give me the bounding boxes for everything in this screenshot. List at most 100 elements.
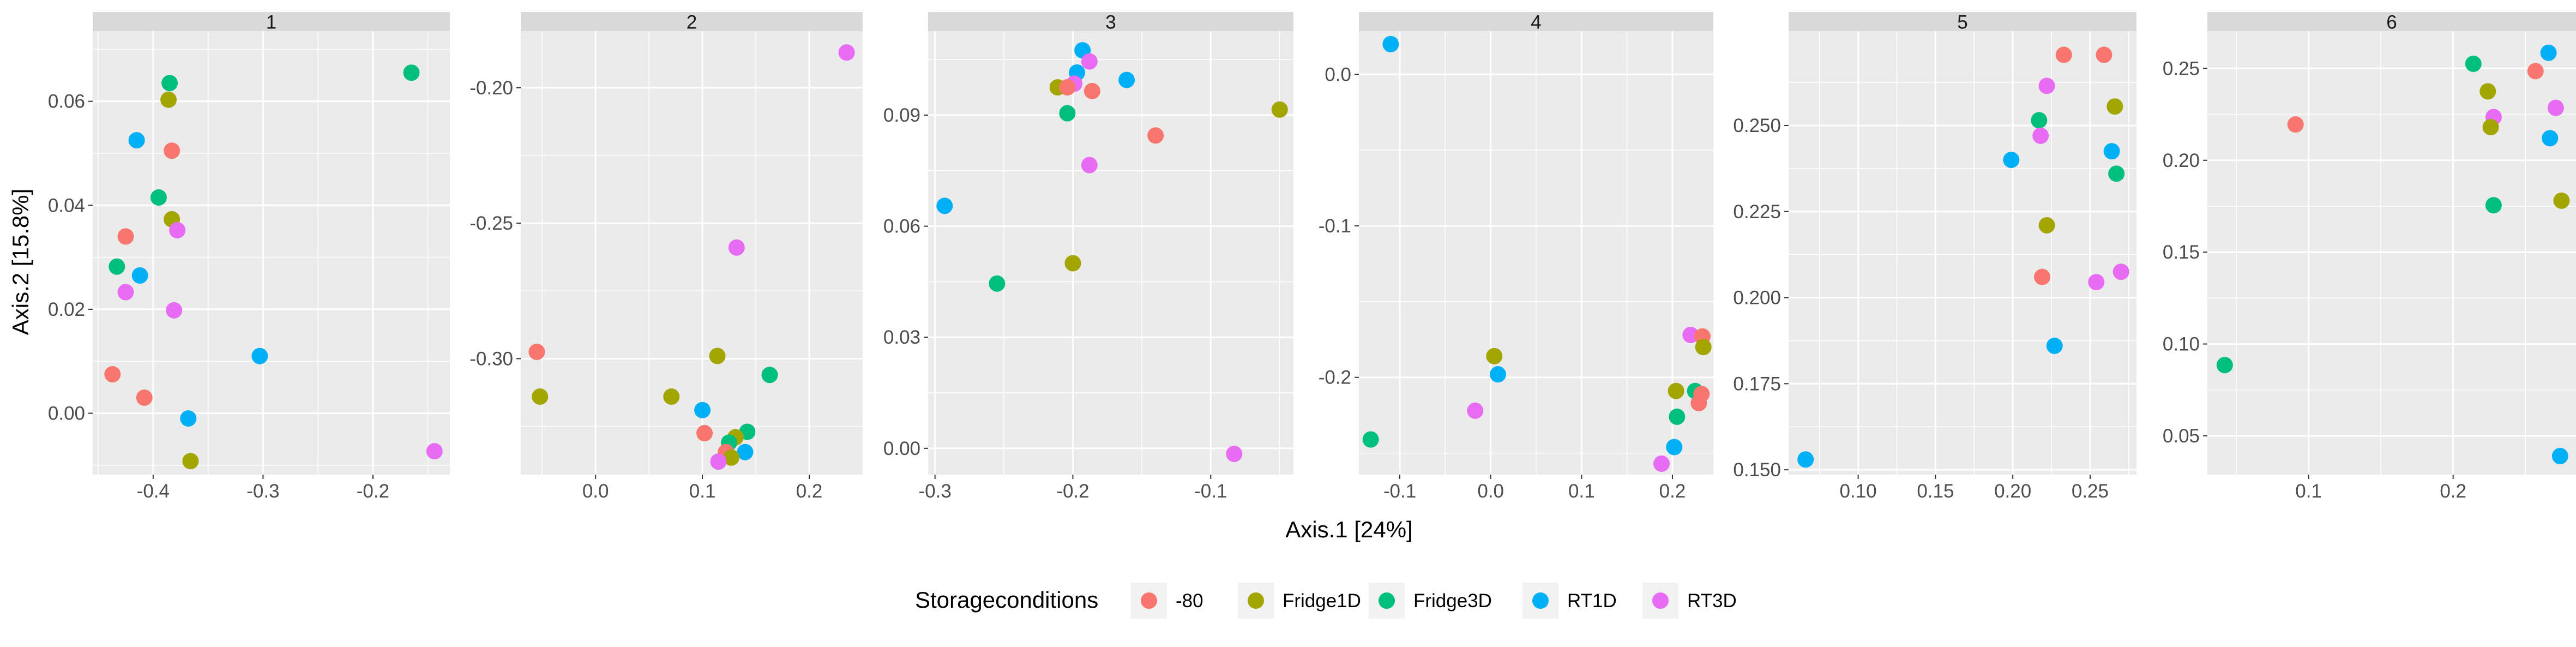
y-axis-label: Axis.2 [15.8%] — [8, 189, 33, 335]
y-tick-label: 0.150 — [1733, 459, 1781, 481]
legend-marker — [1248, 592, 1264, 609]
data-point-fridge1d — [2106, 98, 2123, 115]
data-point-rt1d — [251, 348, 268, 364]
data-point-fridge1d — [1486, 348, 1503, 364]
x-tick-label: -0.1 — [1194, 481, 1227, 502]
data-point-80 — [104, 366, 121, 383]
data-point-80 — [2527, 63, 2544, 80]
facet-strip — [521, 12, 863, 31]
data-point-80 — [1059, 79, 1076, 96]
data-point-fridge1d — [2553, 192, 2570, 209]
data-point-rt1d — [1382, 35, 1399, 52]
data-point-fridge1d — [1064, 255, 1081, 272]
x-tick-label: -0.1 — [1383, 481, 1416, 502]
data-point-80 — [696, 425, 713, 442]
data-point-fridge1d — [160, 91, 177, 108]
data-point-80 — [528, 344, 545, 361]
x-tick-label: 0.2 — [2440, 481, 2466, 502]
data-point-rt1d — [1666, 439, 1683, 456]
data-point-fridge3d — [403, 64, 420, 81]
y-tick-label: -0.1 — [1319, 215, 1351, 237]
legend: Storageconditions -80 Fridge1D Fridge3D RT1… — [915, 583, 1737, 619]
legend-marker — [1532, 592, 1549, 609]
y-tick-label: 0.05 — [2163, 426, 2200, 447]
data-point-rt1d — [936, 197, 953, 214]
y-tick-label: 0.10 — [2163, 334, 2200, 355]
legend-label: Fridge3D — [1413, 590, 1492, 612]
facet-panel-4: 4 -0.1 0.0 0.1 0.2 -0.2 -0.1 0.0 — [1319, 12, 1713, 502]
x-tick-label: 0.25 — [2072, 481, 2109, 502]
data-point-80 — [2096, 46, 2112, 63]
data-point-rt3d — [1081, 53, 1098, 70]
facet-strip — [93, 12, 450, 31]
data-point-rt3d — [169, 222, 186, 239]
y-tick-label: 0.00 — [883, 438, 920, 459]
x-tick-label: 0.1 — [689, 481, 716, 502]
data-point-rt3d — [1226, 445, 1243, 462]
facet-strip-label: 3 — [1105, 12, 1116, 33]
facet-strip — [1789, 12, 2136, 31]
data-point-rt1d — [2542, 130, 2559, 147]
facet-panel-5: 5 0.10 0.15 0.20 0.25 0.150 0.175 0.200 0.225 0.2… — [1733, 12, 2136, 502]
x-tick-label: 0.20 — [1994, 481, 2031, 502]
facet-strip-label: 2 — [687, 12, 697, 33]
data-point-rt3d — [2088, 274, 2105, 291]
data-point-80 — [136, 389, 153, 406]
y-tick-label: 0.15 — [2163, 242, 2200, 263]
y-tick-label: 0.09 — [883, 105, 920, 126]
data-point-rt3d — [426, 443, 443, 460]
data-point-fridge3d — [161, 75, 178, 92]
y-tick-label: 0.0 — [1325, 64, 1351, 85]
facet-strip — [928, 12, 1293, 31]
facet-panel-3: 3 -0.3 -0.2 -0.1 0.00 0.03 0.06 0.09 — [883, 12, 1293, 502]
data-point-rt1d — [2540, 44, 2557, 61]
x-tick-label: 0.2 — [1659, 481, 1686, 502]
y-tick-label: 0.250 — [1733, 115, 1781, 136]
data-point-rt1d — [2003, 152, 2020, 169]
y-tick-label: 0.04 — [48, 195, 85, 216]
legend-marker — [1141, 592, 1157, 609]
x-tick-label: -0.3 — [246, 481, 279, 502]
panel-background — [93, 31, 450, 475]
data-point-fridge3d — [2108, 165, 2125, 182]
x-tick-label: -0.2 — [1056, 481, 1089, 502]
legend-item: Fridge3D — [1369, 583, 1492, 619]
data-point-rt1d — [2551, 447, 2568, 464]
data-point-fridge1d — [532, 388, 549, 405]
data-point-rt1d — [2046, 337, 2063, 354]
facet-strip-label: 6 — [2386, 12, 2397, 33]
y-tick-label: 0.06 — [48, 91, 85, 112]
x-tick-label: 0.0 — [582, 481, 609, 502]
data-point-fridge3d — [1669, 408, 1686, 425]
data-point-fridge1d — [2482, 119, 2499, 136]
x-tick-label: 0.10 — [1840, 481, 1877, 502]
data-point-rt1d — [1118, 71, 1135, 88]
facet-strip-label: 1 — [266, 12, 276, 33]
legend-item: -80 — [1131, 583, 1203, 619]
legend-title: Storageconditions — [915, 587, 1098, 613]
y-tick-label: 0.00 — [48, 403, 85, 424]
data-point-rt3d — [2038, 77, 2055, 94]
facet-panel-1: 1 -0.4 -0.3 -0.2 0.00 0.02 0.04 0.06 — [48, 12, 450, 502]
data-point-80 — [2287, 116, 2304, 133]
data-point-80 — [1690, 394, 1707, 411]
x-tick-label: -0.3 — [918, 481, 951, 502]
data-point-fridge3d — [2485, 197, 2502, 214]
data-point-fridge3d — [2465, 55, 2482, 72]
data-point-80 — [1084, 82, 1100, 99]
data-point-fridge3d — [761, 367, 778, 384]
x-tick-label: 0.2 — [796, 481, 823, 502]
x-axis-label: Axis.1 [24%] — [1285, 517, 1412, 542]
data-point-fridge3d — [2216, 357, 2233, 374]
y-tick-label: 0.200 — [1733, 287, 1781, 309]
data-point-fridge1d — [2038, 217, 2055, 234]
data-point-fridge1d — [709, 348, 726, 364]
y-tick-label: 0.02 — [48, 299, 85, 320]
data-point-fridge1d — [1271, 101, 1288, 118]
data-point-rt1d — [1797, 451, 1814, 468]
data-point-fridge3d — [2031, 112, 2048, 129]
legend-item: RT1D — [1522, 583, 1617, 619]
y-tick-label: 0.225 — [1733, 201, 1781, 223]
